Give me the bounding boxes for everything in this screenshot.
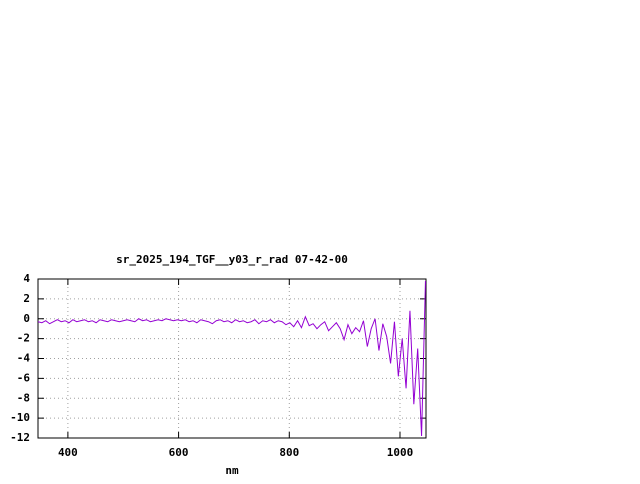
x-tick-label: 600 bbox=[169, 446, 189, 459]
y-tick-label: -8 bbox=[17, 391, 30, 404]
x-tick-label: 1000 bbox=[387, 446, 414, 459]
chart-title: sr_2025_194_TGF__y03_r_rad 07-42-00 bbox=[116, 253, 348, 266]
x-tick-label: 400 bbox=[58, 446, 78, 459]
plot-frame bbox=[37, 278, 427, 439]
y-tick-label: -4 bbox=[17, 352, 31, 365]
y-tick-label: -12 bbox=[10, 431, 30, 444]
y-tick-label: -2 bbox=[17, 332, 30, 345]
y-tick-label: 0 bbox=[23, 312, 30, 325]
y-tick-label: 4 bbox=[23, 272, 30, 285]
data-line bbox=[37, 280, 426, 437]
y-tick-label: -10 bbox=[10, 411, 30, 424]
y-tick-label: 2 bbox=[23, 292, 30, 305]
x-axis-label: nm bbox=[225, 464, 239, 477]
x-tick-label: 800 bbox=[279, 446, 299, 459]
y-tick-label: -6 bbox=[17, 371, 31, 384]
